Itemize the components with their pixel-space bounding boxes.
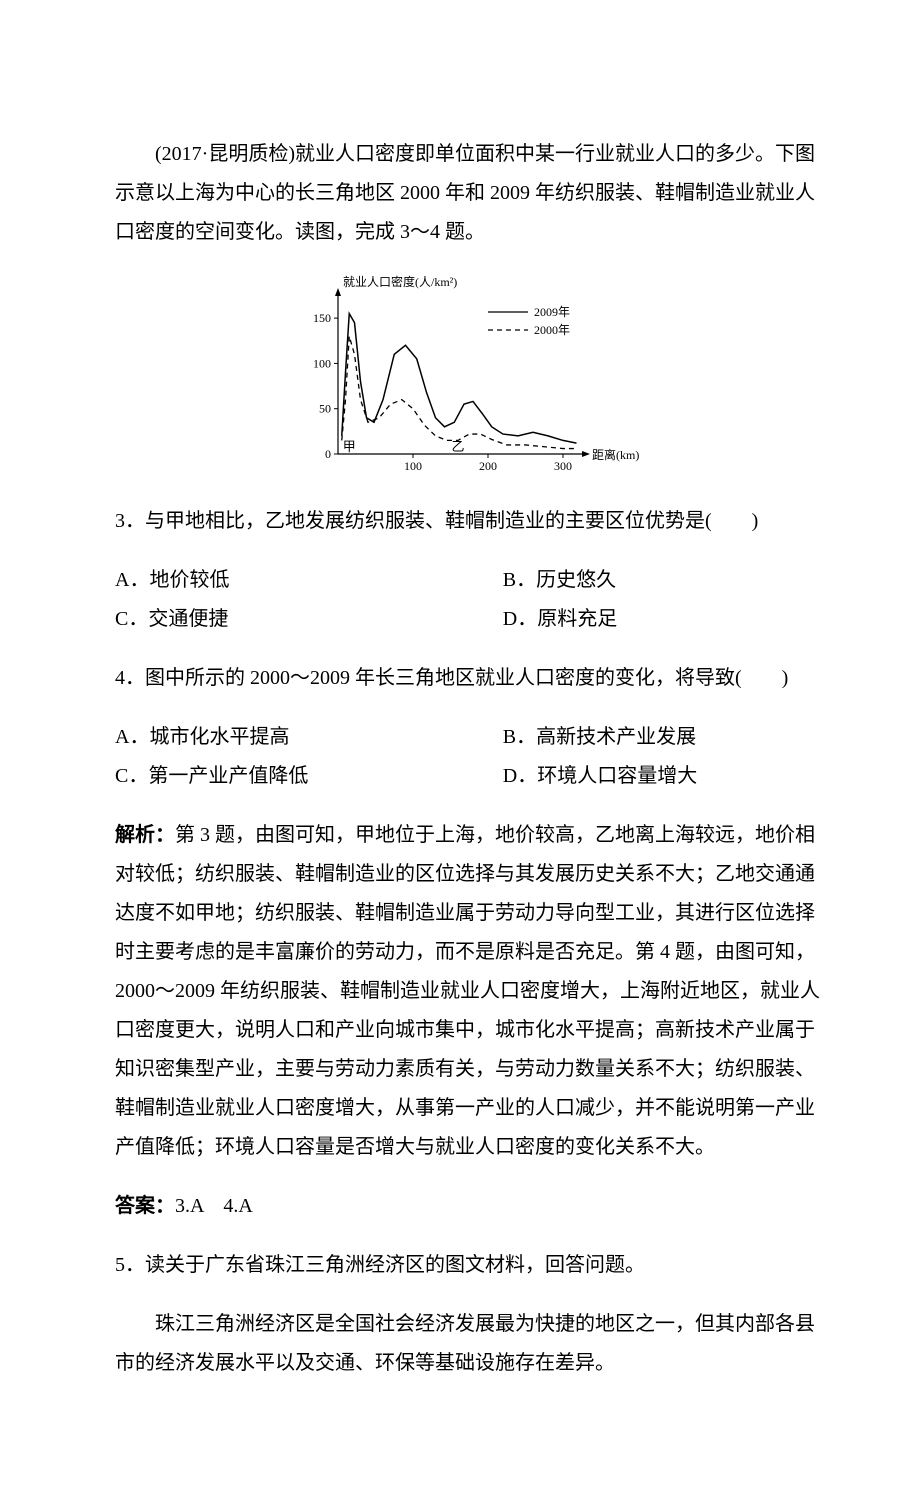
question-4-options-row2: C．第一产业产值降低 D．环境人口容量增大 [115, 757, 820, 796]
question-4-stem: 4．图中所示的 2000～2009 年长三角地区就业人口密度的变化，将导致( ) [115, 659, 820, 698]
svg-text:150: 150 [313, 311, 331, 325]
svg-text:300: 300 [554, 459, 572, 473]
answer-label: 答案： [115, 1195, 175, 1217]
option-3-A: A．地价较低 [115, 561, 503, 600]
option-4-C: C．第一产业产值降低 [115, 757, 503, 796]
option-4-D: D．环境人口容量增大 [503, 757, 820, 796]
question-3-options-row2: C．交通便捷 D．原料充足 [115, 600, 820, 639]
analysis-text: 第 3 题，由图可知，甲地位于上海，地价较高，乙地离上海较远，地价相对较低；纺织… [115, 824, 820, 1158]
answer-text: 3.A 4.A [175, 1195, 253, 1217]
svg-text:0: 0 [325, 447, 331, 461]
intro-paragraph: (2017·昆明质检)就业人口密度即单位面积中某一行业就业人口的多少。下图示意以… [115, 135, 820, 252]
svg-text:100: 100 [404, 459, 422, 473]
answer-paragraph: 答案：3.A 4.A [115, 1187, 820, 1226]
analysis-label: 解析： [115, 824, 175, 846]
question-3-options-row1: A．地价较低 B．历史悠久 [115, 561, 820, 600]
svg-text:2000年: 2000年 [534, 323, 570, 337]
page: (2017·昆明质检)就业人口密度即单位面积中某一行业就业人口的多少。下图示意以… [0, 0, 920, 1503]
svg-text:200: 200 [479, 459, 497, 473]
option-3-D: D．原料充足 [503, 600, 820, 639]
chart-container: 0 50 100 150 100 200 300 就业人口密度(人/km²) 距离(km) 甲 乙 2… [115, 272, 820, 482]
option-4-B: B．高新技术产业发展 [503, 718, 820, 757]
svg-text:50: 50 [319, 402, 331, 416]
svg-text:就业人口密度(人/km²): 就业人口密度(人/km²) [343, 274, 457, 289]
employment-density-chart: 0 50 100 150 100 200 300 就业人口密度(人/km²) 距离(km) 甲 乙 2… [288, 272, 648, 482]
option-3-C: C．交通便捷 [115, 600, 503, 639]
option-3-B: B．历史悠久 [503, 561, 820, 600]
svg-text:距离(km): 距离(km) [592, 447, 639, 462]
question-3-stem: 3．与甲地相比，乙地发展纺织服装、鞋帽制造业的主要区位优势是( ) [115, 502, 820, 541]
option-4-A: A．城市化水平提高 [115, 718, 503, 757]
question-4-options-row1: A．城市化水平提高 B．高新技术产业发展 [115, 718, 820, 757]
question-5-paragraph: 珠江三角洲经济区是全国社会经济发展最为快捷的地区之一，但其内部各县市的经济发展水… [115, 1305, 820, 1383]
svg-text:乙: 乙 [451, 439, 464, 454]
svg-text:100: 100 [313, 356, 331, 370]
question-5-stem: 5．读关于广东省珠江三角洲经济区的图文材料，回答问题。 [115, 1246, 820, 1285]
svg-text:甲: 甲 [342, 439, 355, 454]
analysis-paragraph: 解析：第 3 题，由图可知，甲地位于上海，地价较高，乙地离上海较远，地价相对较低… [115, 816, 820, 1167]
svg-text:2009年: 2009年 [534, 305, 570, 319]
